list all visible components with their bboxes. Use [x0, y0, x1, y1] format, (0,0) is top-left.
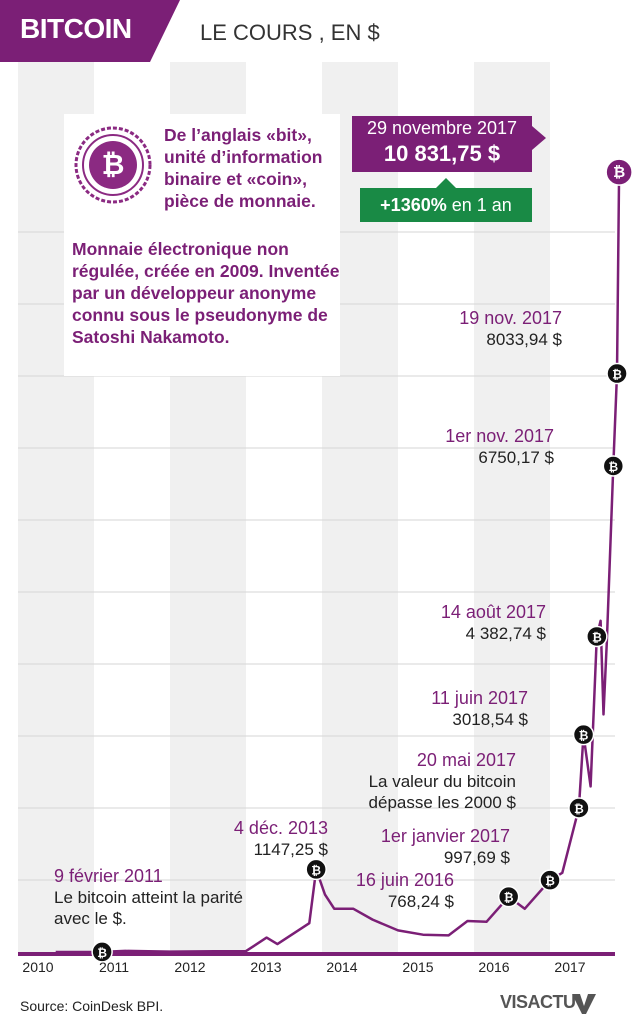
annotation-2017-nov1: 1er nov. 2017 6750,17 $ [420, 426, 554, 468]
svg-text:₿: ₿ [592, 630, 602, 644]
growth-pct: +1360% [380, 195, 447, 215]
x-tick-label: 2015 [402, 959, 433, 975]
annotation-date: 20 mai 2017 [416, 750, 516, 770]
x-tick-label: 2010 [22, 959, 53, 975]
peak-value: 10 831,75 $ [383, 141, 501, 166]
x-tick-label: 2017 [554, 959, 585, 975]
bitcoin-marker-icon: ₿ [305, 858, 327, 881]
bitcoin-marker-icon: ₿ [539, 869, 561, 891]
annotation-date: 19 nov. 2017 [459, 308, 562, 328]
bitcoin-marker-icon: ₿ [606, 362, 628, 385]
annotation-value: 6750,17 $ [478, 448, 554, 467]
bitcoin-marker-icon: ₿ [586, 625, 608, 648]
annotation-2011: 9 février 2011 Le bitcoin atteint la par… [54, 866, 244, 929]
bitcoin-marker-icon: ₿ [605, 158, 632, 186]
annotation-date: 11 juin 2017 [431, 688, 528, 708]
info-definition: De l’anglais «bit», unité d’information … [164, 125, 323, 211]
growth-label: en 1 an [451, 195, 512, 215]
annotation-date: 1er nov. 2017 [445, 426, 554, 446]
annotation-date: 14 août 2017 [440, 602, 546, 622]
title-box: BITCOIN [0, 0, 180, 62]
annotation-date: 1er janvier 2017 [380, 826, 510, 846]
annotation-value: 997,69 $ [443, 848, 510, 867]
bitcoin-marker-icon: ₿ [568, 797, 590, 819]
source-note: Source: CoinDesk BPI. [20, 998, 164, 1014]
x-tick-label: 2013 [250, 959, 281, 975]
annotation-2013: 4 déc. 2013 1147,25 $ [180, 818, 328, 860]
svg-text:₿: ₿ [545, 874, 555, 888]
growth-badge: +1360% en 1 an [360, 188, 532, 222]
svg-text:₿: ₿ [102, 148, 125, 181]
peak-date: 29 novembre 2017 [366, 118, 518, 138]
x-tick-label: 2016 [478, 959, 509, 975]
svg-text:₿: ₿ [311, 863, 321, 877]
annotation-value: 3018,54 $ [452, 710, 528, 729]
bitcoin-marker-icon: ₿ [572, 723, 595, 746]
annotation-value: 1147,25 $ [253, 840, 328, 859]
svg-text:₿: ₿ [574, 802, 584, 816]
annotation-2017-mai: 20 mai 2017 La valeur du bitcoin dépasse… [330, 750, 516, 813]
x-tick-label: 2014 [326, 959, 357, 975]
info-description: Monnaie électronique non régulée, créée … [72, 239, 340, 347]
brand-mark-icon [572, 994, 596, 1014]
header: BITCOIN LE COURS , EN $ [0, 0, 632, 62]
event-markers: ₿ ₿ ₿ ₿ ₿ ₿ ₿ ₿ ₿ ₿ [91, 158, 632, 963]
bitcoin-seal-icon: ₿ [74, 126, 152, 204]
peak-callout: 29 novembre 2017 10 831,75 $ [352, 116, 532, 172]
peak-arrow [532, 126, 546, 150]
annotation-2017-aout: 14 août 2017 4 382,74 $ [404, 602, 546, 644]
page-title: BITCOIN [20, 13, 132, 44]
annotation-2016-juin: 16 juin 2016 768,24 $ [326, 870, 454, 912]
title-shape [0, 0, 180, 62]
annotation-date: 9 février 2011 [54, 866, 163, 886]
page-subtitle: LE COURS , EN $ [200, 20, 380, 45]
annotation-value: 8033,94 $ [486, 330, 562, 349]
annotation-2017-janvier: 1er janvier 2017 997,69 $ [352, 826, 510, 868]
annotation-value: 4 382,74 $ [465, 624, 546, 643]
annotation-value: 768,24 $ [387, 892, 454, 911]
svg-text:₿: ₿ [608, 460, 618, 474]
svg-text:₿: ₿ [504, 891, 514, 905]
annotation-2017-nov19: 19 nov. 2017 8033,94 $ [426, 308, 562, 350]
bitcoin-marker-icon: ₿ [91, 941, 113, 963]
bitcoin-marker-icon: ₿ [497, 885, 520, 908]
x-tick-label: 2012 [174, 959, 205, 975]
annotation-date: 4 déc. 2013 [233, 818, 328, 838]
brand-logo: VISACTU [500, 992, 576, 1012]
bitcoin-marker-icon: ₿ [602, 455, 625, 477]
svg-text:₿: ₿ [97, 946, 107, 960]
annotation-2017-juin: 11 juin 2017 3018,54 $ [386, 688, 528, 730]
annotation-value: Le bitcoin atteint la parité avec le $. [54, 888, 244, 928]
svg-text:₿: ₿ [612, 368, 622, 382]
annotation-date: 16 juin 2016 [355, 870, 454, 890]
annotation-value: La valeur du bitcoin dépasse les 2000 $ [368, 772, 516, 812]
x-ticks: 2010 2011 2012 2013 2014 2015 2016 2017 [22, 959, 585, 975]
svg-text:₿: ₿ [579, 729, 589, 743]
growth-arrow [436, 178, 456, 188]
x-tick-label: 2011 [99, 959, 129, 975]
svg-text:₿: ₿ [613, 163, 625, 181]
